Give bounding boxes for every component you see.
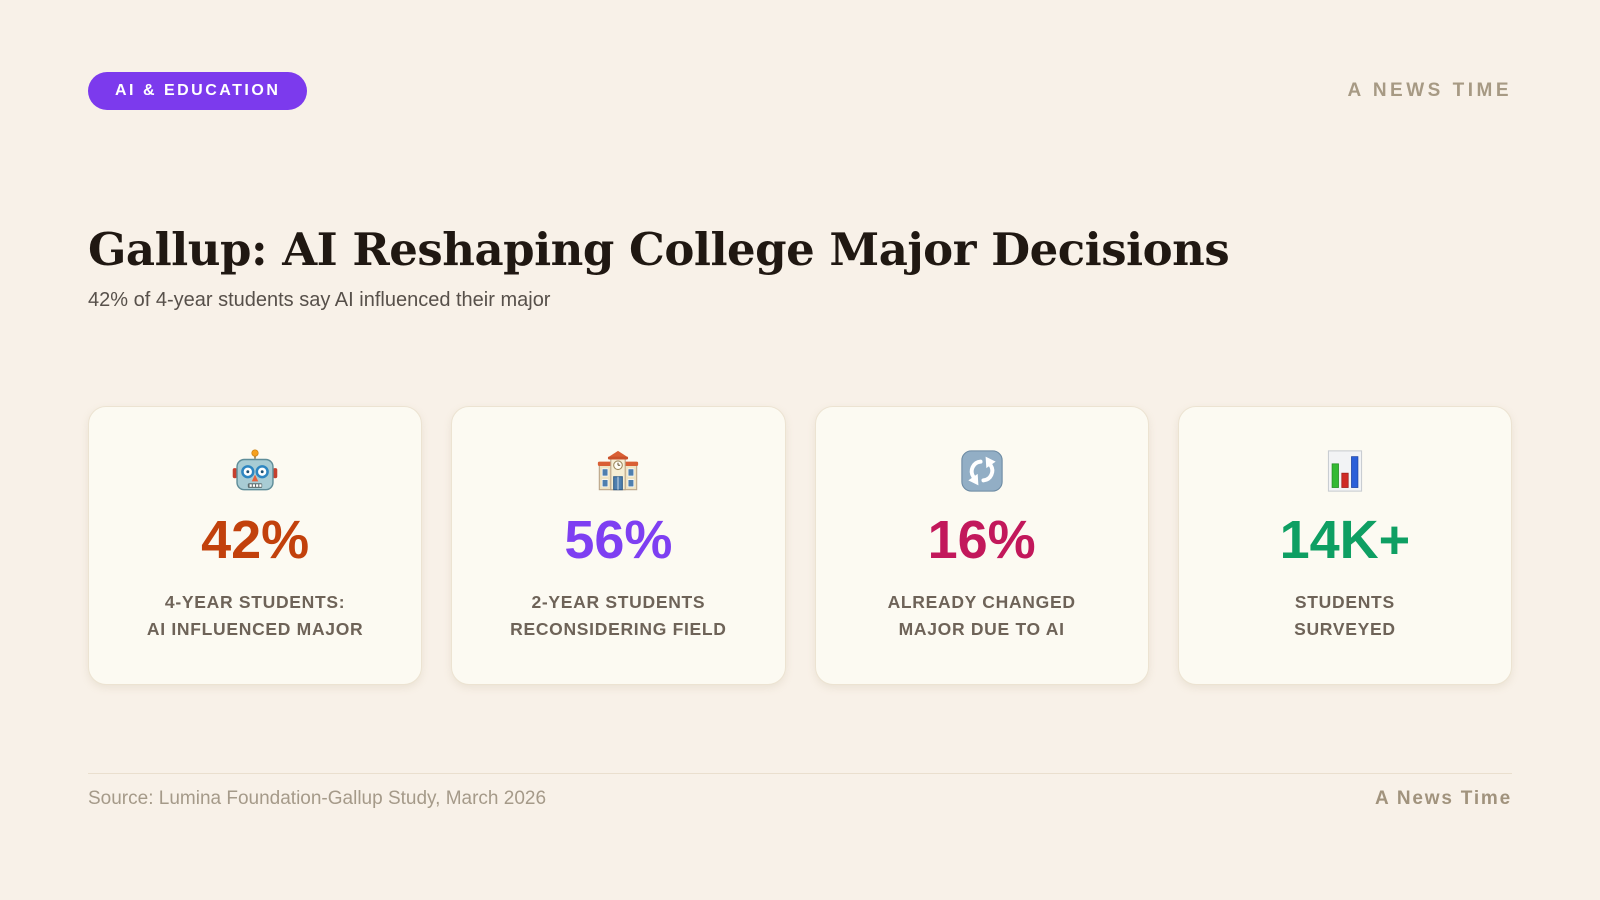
footer: Source: Lumina Foundation-Gallup Study, … xyxy=(88,772,1512,810)
bar-chart-icon xyxy=(1322,448,1368,494)
stat-label: STUDENTS SURVEYED xyxy=(1294,589,1396,643)
school-icon xyxy=(595,448,641,494)
robot-icon xyxy=(232,448,278,494)
brand-wordmark: A NEWS TIME xyxy=(1347,80,1512,101)
stat-label-line2: AI INFLUENCED MAJOR xyxy=(146,618,364,639)
stat-card-4-year-students: 42% 4-YEAR STUDENTS: AI INFLUENCED MAJOR xyxy=(88,405,423,685)
stat-value: 16% xyxy=(927,509,1036,570)
refresh-arrows-icon xyxy=(959,448,1005,494)
stat-label-line1: STUDENTS xyxy=(1294,591,1395,612)
stat-label-line2: RECONSIDERING FIELD xyxy=(510,618,727,639)
stat-label-line1: ALREADY CHANGED xyxy=(887,591,1076,612)
headline-block: Gallup: AI Reshaping College Major Decis… xyxy=(88,224,1512,312)
stat-label: ALREADY CHANGED MAJOR DUE TO AI xyxy=(888,589,1076,643)
stat-value: 14K+ xyxy=(1279,509,1411,570)
stat-value: 56% xyxy=(564,509,673,570)
stat-label-line2: SURVEYED xyxy=(1294,618,1396,639)
stats-row: 42% 4-YEAR STUDENTS: AI INFLUENCED MAJOR xyxy=(88,405,1512,685)
stat-label: 2-YEAR STUDENTS RECONSIDERING FIELD xyxy=(510,589,727,643)
stat-label-line2: MAJOR DUE TO AI xyxy=(898,618,1065,639)
source-note: Source: Lumina Foundation-Gallup Study, … xyxy=(88,787,547,809)
stat-label-line1: 4-YEAR STUDENTS: xyxy=(164,591,346,612)
stat-card-2-year-students: 56% 2-YEAR STUDENTS RECONSIDERING FIELD xyxy=(451,405,786,685)
top-bar: AI & EDUCATION A NEWS TIME xyxy=(88,72,1512,110)
stat-label: 4-YEAR STUDENTS: AI INFLUENCED MAJOR xyxy=(147,589,364,643)
stat-card-changed-major: 16% ALREADY CHANGED MAJOR DUE TO AI xyxy=(814,405,1149,685)
footer-row: Source: Lumina Foundation-Gallup Study, … xyxy=(88,774,1512,810)
footer-brand: A News Time xyxy=(1374,787,1512,809)
category-badge: AI & EDUCATION xyxy=(88,72,308,110)
footer-divider xyxy=(88,772,1512,774)
stat-card-students-surveyed: 14K+ STUDENTS SURVEYED xyxy=(1177,405,1512,685)
stat-label-line1: 2-YEAR STUDENTS xyxy=(531,591,706,612)
page-title: Gallup: AI Reshaping College Major Decis… xyxy=(88,223,1230,276)
stat-value: 42% xyxy=(201,509,310,570)
page-subtitle: 42% of 4-year students say AI influenced… xyxy=(88,288,551,311)
